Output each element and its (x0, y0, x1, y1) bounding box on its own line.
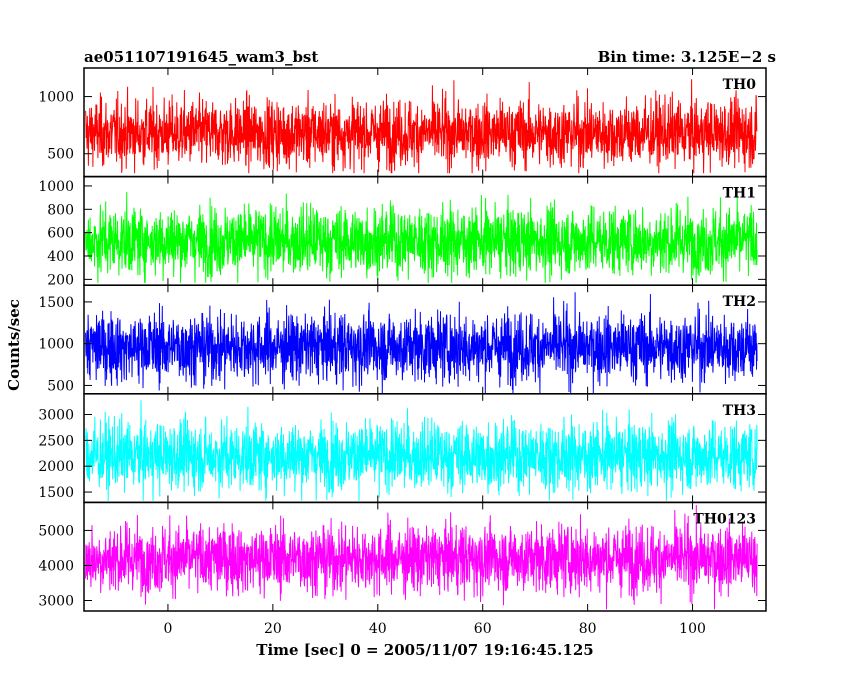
panel-label-th3: TH3 (723, 403, 756, 419)
y-tick-label: 500 (47, 378, 74, 394)
y-tick-label: 3000 (38, 593, 74, 609)
panel-label-th0: TH0 (723, 77, 757, 93)
series-th3 (85, 400, 758, 501)
x-axis-label: Time [sec] 0 = 2005/11/07 19:16:45.125 (256, 641, 593, 659)
y-tick-label: 400 (47, 249, 74, 265)
y-tick-label: 4000 (38, 558, 74, 574)
y-tick-label: 500 (47, 147, 74, 163)
y-axis-label: Counts/sec (5, 299, 23, 391)
y-tick-label: 600 (47, 226, 74, 242)
panel-th2: 500 1000 1500 TH2 (38, 284, 767, 395)
series-th0 (85, 79, 758, 174)
chart-title: ae051107191645_wam3_bst (84, 48, 318, 66)
y-tick-label: 200 (47, 272, 74, 288)
bin-time-label: Bin time: 3.125E−2 s (598, 48, 776, 66)
panel-label-th0123: TH0123 (693, 511, 756, 527)
y-tick-label: 1000 (38, 90, 74, 106)
y-tick-label: 1500 (38, 485, 74, 501)
x-tick-label: 20 (264, 621, 282, 637)
x-tick-label: 60 (474, 621, 492, 637)
panel-th0123: 3000 4000 5000 TH0123 (38, 501, 767, 612)
panel-th1: 200 400 600 800 1000 TH1 (38, 175, 767, 288)
panels-group: 500 1000 TH0 200 400 600 800 1000 TH1 500 1000 1500… (38, 67, 767, 612)
series-th0123 (85, 504, 758, 610)
x-tick-label: 0 (163, 621, 172, 637)
y-tick-label: 1000 (38, 179, 74, 195)
x-tick-label: 100 (679, 621, 706, 637)
panel-frame (83, 501, 767, 612)
y-tick-label: 800 (47, 202, 74, 218)
y-tick-label: 2000 (38, 459, 74, 475)
panel-label-th1: TH1 (723, 186, 756, 202)
series-th1 (85, 192, 758, 283)
panel-th3: 1500 2000 2500 3000 TH3 (38, 393, 767, 504)
x-axis: 0 20 40 60 80 100 (163, 621, 705, 637)
y-tick-label: 3000 (38, 407, 74, 423)
y-tick-label: 2500 (38, 433, 74, 449)
panel-label-th2: TH2 (723, 294, 756, 310)
y-tick-label: 1500 (38, 295, 74, 311)
series-th2 (85, 292, 758, 394)
y-tick-label: 1000 (38, 337, 74, 353)
x-tick-label: 80 (579, 621, 597, 637)
panel-th0: 500 1000 TH0 (38, 67, 767, 178)
y-tick-label: 5000 (38, 523, 74, 539)
x-tick-label: 40 (369, 621, 387, 637)
